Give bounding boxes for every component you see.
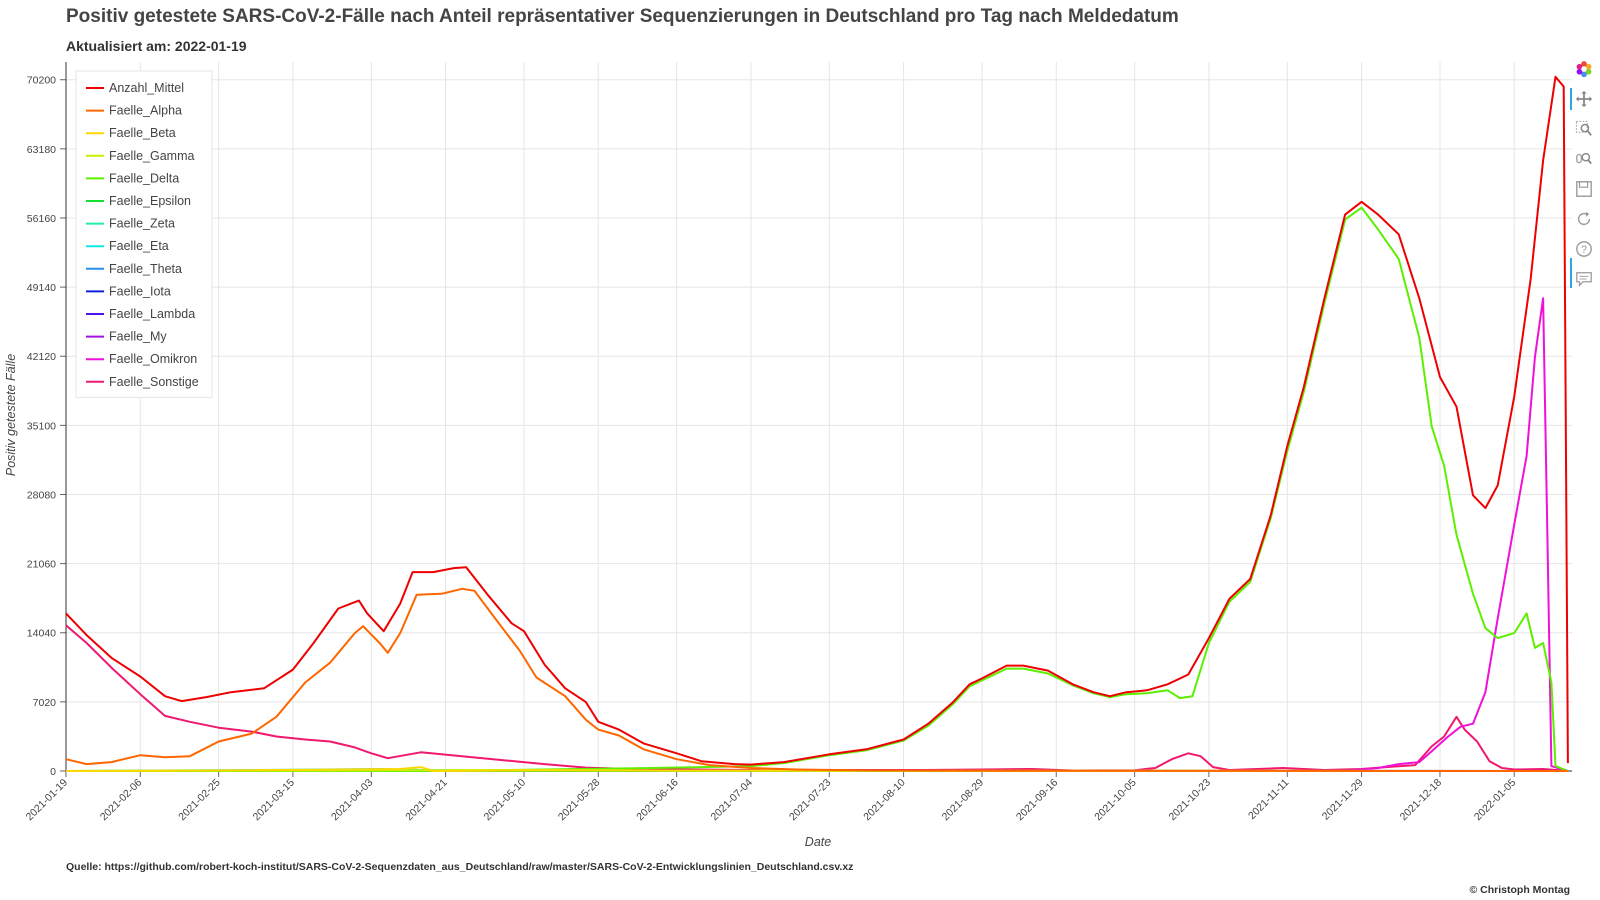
x-tick-label: 2021-10-23 [1167,777,1214,824]
legend-box [75,70,213,398]
y-tick-label: 56160 [27,213,56,225]
legend-entry[interactable]: Faelle_Gamma [109,149,194,163]
x-tick-label: 2022-01-05 [1472,777,1519,824]
x-tick-label: 2021-08-29 [940,777,987,824]
legend-entry[interactable]: Faelle_My [109,330,167,344]
chart: 0 7020 14040 21060 28080 35100 42120 49140 56160… [4,62,1572,849]
y-tick-label: 35100 [27,420,56,432]
legend-entry[interactable]: Faelle_Zeta [109,217,175,231]
legend-entry[interactable]: Anzahl_Mittel [109,81,184,95]
source-note: Quelle: https://github.com/robert-koch-i… [66,861,854,873]
x-tick-label: 2021-07-04 [709,777,756,824]
x-tick-label: 2021-03-15 [251,777,298,824]
x-tick-label: 2021-01-19 [24,777,71,824]
box-zoom-icon[interactable] [1573,118,1595,140]
series-line-faelle-delta [66,206,1569,772]
reset-icon[interactable] [1573,208,1595,230]
x-tick-label: 2021-02-06 [98,777,145,824]
series-line-faelle-alpha [65,587,1568,772]
legend-entry[interactable]: Faelle_Sonstige [109,375,199,389]
x-tick-label: 2021-06-16 [634,777,681,824]
legend-entry[interactable]: Faelle_Theta [109,262,182,276]
legend-entry[interactable]: Faelle_Lambda [109,307,195,321]
help-icon[interactable]: ? [1573,238,1595,260]
x-tick-label: 2021-07-23 [787,777,834,824]
x-tick-label: 2021-12-18 [1398,777,1445,824]
legend-entry[interactable]: Faelle_Omikron [109,352,197,366]
hover-icon[interactable] [1570,258,1595,290]
x-tick-label: 2021-04-03 [329,777,376,824]
y-tick-label: 21060 [27,559,56,571]
x-tick-label: 2021-02-25 [176,777,223,824]
x-tick-label: 2021-09-16 [1014,777,1061,824]
y-axis-label: Positiv getestete Fälle [4,354,18,476]
pan-icon[interactable] [1570,88,1595,110]
y-tick-label: 7020 [33,697,57,709]
series-line-faelle-omikron [66,297,1569,772]
legend-entry[interactable]: Faelle_Eta [109,239,169,253]
wheel-zoom-icon[interactable] [1573,148,1595,170]
series-line-anzahl-mittel [65,75,1569,766]
series-lines [65,75,1569,772]
x-tick-label: 2021-05-10 [482,777,529,824]
x-tick-label: 2021-04-21 [403,777,450,824]
x-tick-label: 2021-05-28 [556,777,603,824]
y-tick-label: 14040 [27,628,56,640]
y-tick-label: 49140 [27,282,56,294]
x-tick-label: 2021-10-05 [1092,777,1139,824]
page-title: Positiv getestete SARS-CoV-2-Fälle nach … [66,6,1179,27]
page-subtitle: Aktualisiert am: 2022-01-19 [66,38,247,54]
x-tick-label: 2021-11-11 [1246,777,1291,822]
svg-text:?: ? [1581,244,1587,256]
bokeh-logo-icon[interactable] [1573,58,1595,80]
y-tick-label: 0 [50,766,56,778]
x-tick-label: 2021-08-10 [861,777,908,824]
y-tick-label: 42120 [27,351,56,363]
copyright-note: © Christoph Montag [1469,884,1570,896]
y-tick-label: 70200 [27,75,56,87]
legend-entry[interactable]: Faelle_Beta [109,126,176,140]
save-icon[interactable] [1573,178,1595,200]
grid-lines [65,62,1572,772]
legend-entry[interactable]: Faelle_Iota [109,284,171,298]
legend-entry[interactable]: Faelle_Delta [109,171,179,185]
series-line-faelle-beta [65,766,1568,772]
series-line-faelle-sonstige [65,624,1568,772]
chart-toolbar: ? [1570,58,1595,298]
y-tick-label: 63180 [27,144,56,156]
x-tick-label: 2021-11-29 [1320,777,1366,823]
x-axis-label: Date [805,835,831,849]
legend-entry[interactable]: Faelle_Alpha [109,104,182,118]
legend: Anzahl_Mittel Faelle_Alpha Faelle_Beta Fael… [75,70,213,398]
y-tick-label: 28080 [27,489,56,501]
axes: 0 7020 14040 21060 28080 35100 42120 49140 56160… [24,62,1572,823]
legend-entry[interactable]: Faelle_Epsilon [109,194,191,208]
